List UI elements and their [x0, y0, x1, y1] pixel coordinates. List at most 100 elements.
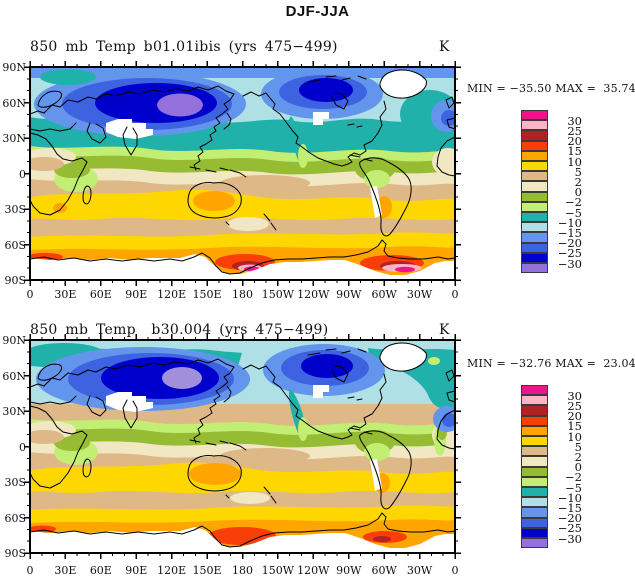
- colorbar-level-label: −25: [557, 246, 582, 261]
- lon-tick-label: 0: [451, 288, 459, 301]
- lat-tick-label: 90N: [2, 61, 26, 74]
- colorbar-swatch: [521, 232, 548, 243]
- colorbar-swatch: [521, 130, 548, 141]
- lon-tick-label: 120W: [297, 288, 330, 301]
- colorbar-swatch: [521, 466, 548, 477]
- colorbar-level-label: −2: [565, 195, 582, 210]
- colorbar-level-label: 20: [567, 409, 582, 424]
- lat-tick-label: 60S: [4, 511, 26, 525]
- colorbar-level-label: 0: [574, 185, 582, 200]
- colorbar-swatch: [521, 161, 548, 172]
- lon-tick-label: 150E: [192, 564, 222, 577]
- lat-tick-label: 60N: [2, 96, 26, 110]
- latitude-axis: 90N 60N 30N 0 30S 60S 90S: [0, 273, 27, 573]
- figure-title: DJF-JJA: [285, 3, 350, 20]
- lon-tick-label: 120W: [297, 564, 330, 577]
- colorbar-swatch: [521, 191, 548, 202]
- colorbar-level-label: 25: [567, 398, 582, 413]
- lon-tick-label: 0: [26, 564, 34, 577]
- lon-tick-label: 30W: [406, 564, 433, 577]
- colorbar-swatch: [521, 201, 548, 212]
- longitude-axis: 0 30E 60E 90E 120E 150E 180 150W 120W 90W 60W 30W 0: [0, 288, 635, 303]
- colorbar-swatch: [521, 425, 548, 436]
- lon-tick-label: 0: [451, 564, 459, 577]
- lat-tick-label: 90N: [2, 334, 26, 347]
- lat-tick-label: 0: [19, 440, 26, 454]
- lon-tick-label: 180: [232, 288, 253, 301]
- lon-tick-label: 60E: [89, 564, 112, 577]
- lat-tick-label: 90S: [4, 547, 26, 560]
- colorbar-level-label: 25: [567, 123, 582, 138]
- colorbar-level-label: 15: [567, 419, 582, 434]
- lon-tick-label: 150E: [192, 288, 222, 301]
- map-frame: [29, 339, 456, 554]
- lon-tick-label: 30W: [406, 288, 433, 301]
- colorbar-level-label: 15: [567, 144, 582, 159]
- lat-tick-label: 30N: [2, 405, 26, 418]
- colorbar-level-label: −2: [565, 470, 582, 485]
- colorbar-level-label: 5: [574, 164, 582, 179]
- lon-tick-label: 60E: [89, 288, 112, 301]
- lon-tick-label: 150W: [261, 288, 295, 301]
- latitude-axis: 90N 60N 30N 0 30S 60S 90S: [0, 0, 27, 300]
- colorbar-level-label: −25: [557, 521, 582, 536]
- colorbar-level-label: 10: [567, 429, 582, 444]
- colorbar-swatch: [521, 476, 548, 487]
- colorbar-level-label: 20: [567, 134, 582, 149]
- colorbar-swatch: [521, 222, 548, 233]
- lon-tick-label: 120E: [157, 288, 187, 301]
- colorbar-swatch: [521, 171, 548, 182]
- colorbar-swatch: [521, 140, 548, 151]
- colorbar-swatch: [521, 487, 548, 498]
- lon-tick-label: 90E: [125, 288, 148, 301]
- colorbar-level-label: −30: [557, 531, 582, 546]
- lon-tick-label: 150W: [261, 564, 295, 577]
- lon-tick-label: 30E: [54, 288, 77, 301]
- lon-tick-label: 180: [232, 564, 253, 577]
- colorbar-level-label: −15: [557, 500, 582, 515]
- lon-tick-label: 0: [26, 288, 34, 301]
- contour-field-bottom: [30, 340, 455, 553]
- colorbar-swatch: [521, 150, 548, 161]
- colorbar-swatch: [521, 517, 548, 528]
- colorbar-swatch: [521, 456, 548, 467]
- colorbar-level-label: −10: [557, 215, 582, 230]
- colorbar-swatch: [521, 527, 548, 538]
- lat-tick-label: 60S: [4, 238, 26, 252]
- panel-bottom: 850 mb Temp b30.004 (yrs 475−499) K: [0, 273, 635, 577]
- colorbar-swatch: [521, 395, 548, 406]
- lon-tick-label: 30E: [54, 564, 77, 577]
- panel-title: 850 mb Temp b30.004 (yrs 475−499): [30, 322, 329, 338]
- lon-tick-label: 60W: [371, 288, 397, 301]
- colorbar-swatch: [521, 120, 548, 131]
- colorbar-swatch: [521, 507, 548, 518]
- colorbar-level-label: −10: [557, 490, 582, 505]
- minmax-readout: MIN = −32.76 MAX = 23.04: [467, 357, 635, 370]
- colorbar-level-label: 0: [574, 460, 582, 475]
- colorbar-swatch: [521, 252, 548, 263]
- colorbar-swatch: [521, 436, 548, 447]
- colorbar-legend: 30 25 20 15 10 5 2 0 −2 −5 −10 −15 −20 −25 −30: [521, 110, 611, 290]
- colorbar-swatch: [521, 497, 548, 508]
- contour-field-top: [30, 67, 455, 280]
- longitude-axis: 0 30E 60E 90E 120E 150E 180 150W 120W 90W 60W 30W 0: [0, 564, 635, 577]
- colorbar-swatch: [521, 385, 548, 396]
- colorbar-level-label: 30: [567, 113, 582, 128]
- colorbar-level-label: −5: [565, 205, 582, 220]
- lat-tick-label: 30S: [4, 476, 26, 489]
- colorbar-swatch: [521, 415, 548, 426]
- lat-tick-label: 30S: [4, 203, 26, 216]
- map-plot-top: [24, 61, 461, 286]
- lon-tick-label: 60W: [371, 564, 397, 577]
- colorbar-level-label: −15: [557, 225, 582, 240]
- colorbar-level-label: 5: [574, 439, 582, 454]
- colorbar-swatch: [521, 263, 548, 274]
- lon-tick-label: 90W: [336, 288, 362, 301]
- map-plot-bottom: [24, 334, 461, 559]
- colorbar-level-label: 30: [567, 388, 582, 403]
- colorbar-level-label: −20: [557, 511, 582, 526]
- colorbar-swatch: [521, 181, 548, 192]
- lon-tick-label: 90W: [336, 564, 362, 577]
- colorbar-level-label: −30: [557, 256, 582, 271]
